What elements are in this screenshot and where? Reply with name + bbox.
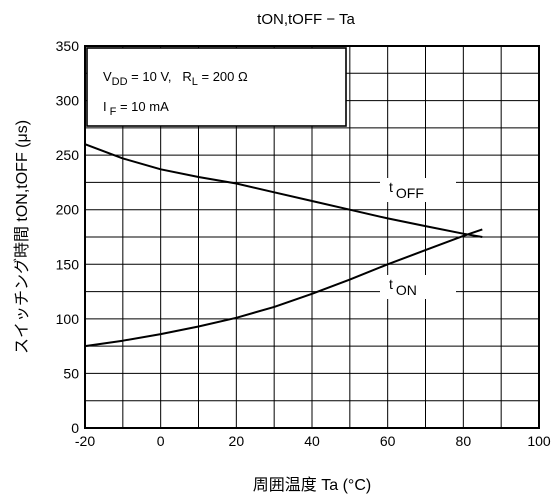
conditions-box-frame (86, 47, 347, 127)
condition-vdd-rl: VDD = 10 V, RL = 200 Ω (103, 69, 248, 88)
series-line-ton (84, 228, 483, 348)
series-label-toff-text: t OFF (389, 179, 424, 201)
y-tick-label: 300 (56, 93, 80, 109)
x-tick-label: 80 (456, 433, 472, 449)
x-tick-label: 0 (157, 433, 165, 449)
series-lines (84, 143, 483, 348)
series-label-toff: t OFF (380, 178, 456, 202)
y-axis-label: スイッチング時間 tON,tOFF (μs) (13, 120, 31, 354)
x-tick-label: 100 (527, 433, 551, 449)
x-tick-label: 20 (229, 433, 245, 449)
x-tick-label: -20 (75, 433, 95, 449)
y-tick-label: 350 (56, 38, 80, 54)
series-label-toff-bg (380, 178, 456, 202)
y-tick-label: 200 (56, 202, 80, 218)
y-tick-label: 50 (63, 365, 79, 381)
y-tick-label: 0 (71, 420, 79, 436)
x-axis-label: 周囲温度 Ta (°C) (253, 476, 371, 494)
series-label-ton-text: t ON (389, 276, 417, 298)
series-label-ton-bg (380, 275, 456, 299)
y-tick-label: 250 (56, 147, 80, 163)
y-tick-label: 150 (56, 256, 80, 272)
series-line-toff (84, 143, 483, 238)
series-label-ton: t ON (380, 275, 456, 299)
chart-title: tON,tOFF − Ta (257, 11, 355, 28)
x-tick-label: 40 (304, 433, 320, 449)
x-tick-label: 60 (380, 433, 396, 449)
plot-frame (84, 45, 540, 429)
y-tick-label: 100 (56, 311, 80, 327)
